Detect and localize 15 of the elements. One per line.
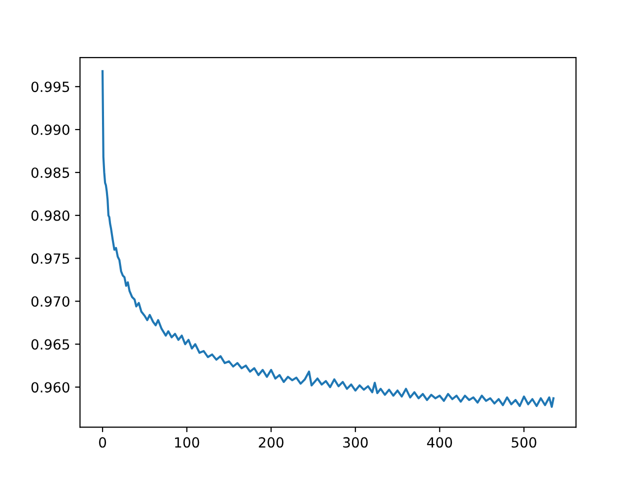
y-tick-label: 0.975 xyxy=(31,253,70,264)
y-tick-label: 0.965 xyxy=(31,339,70,350)
y-tick-label: 0.980 xyxy=(31,210,70,221)
line-series xyxy=(102,70,554,408)
y-tick-label: 0.960 xyxy=(31,382,70,393)
x-tick-label: 300 xyxy=(343,437,368,448)
x-tick-label: 0 xyxy=(99,437,106,448)
x-tick-label: 100 xyxy=(175,437,200,448)
x-tick-label: 500 xyxy=(512,437,536,448)
y-tick-label: 0.985 xyxy=(31,167,70,178)
y-tick-label: 0.970 xyxy=(31,296,70,307)
y-tick-label: 0.995 xyxy=(31,82,70,92)
x-tick-label: 200 xyxy=(258,437,284,448)
x-tick-label: 400 xyxy=(427,437,452,448)
y-tick-label: 0.990 xyxy=(31,124,70,136)
